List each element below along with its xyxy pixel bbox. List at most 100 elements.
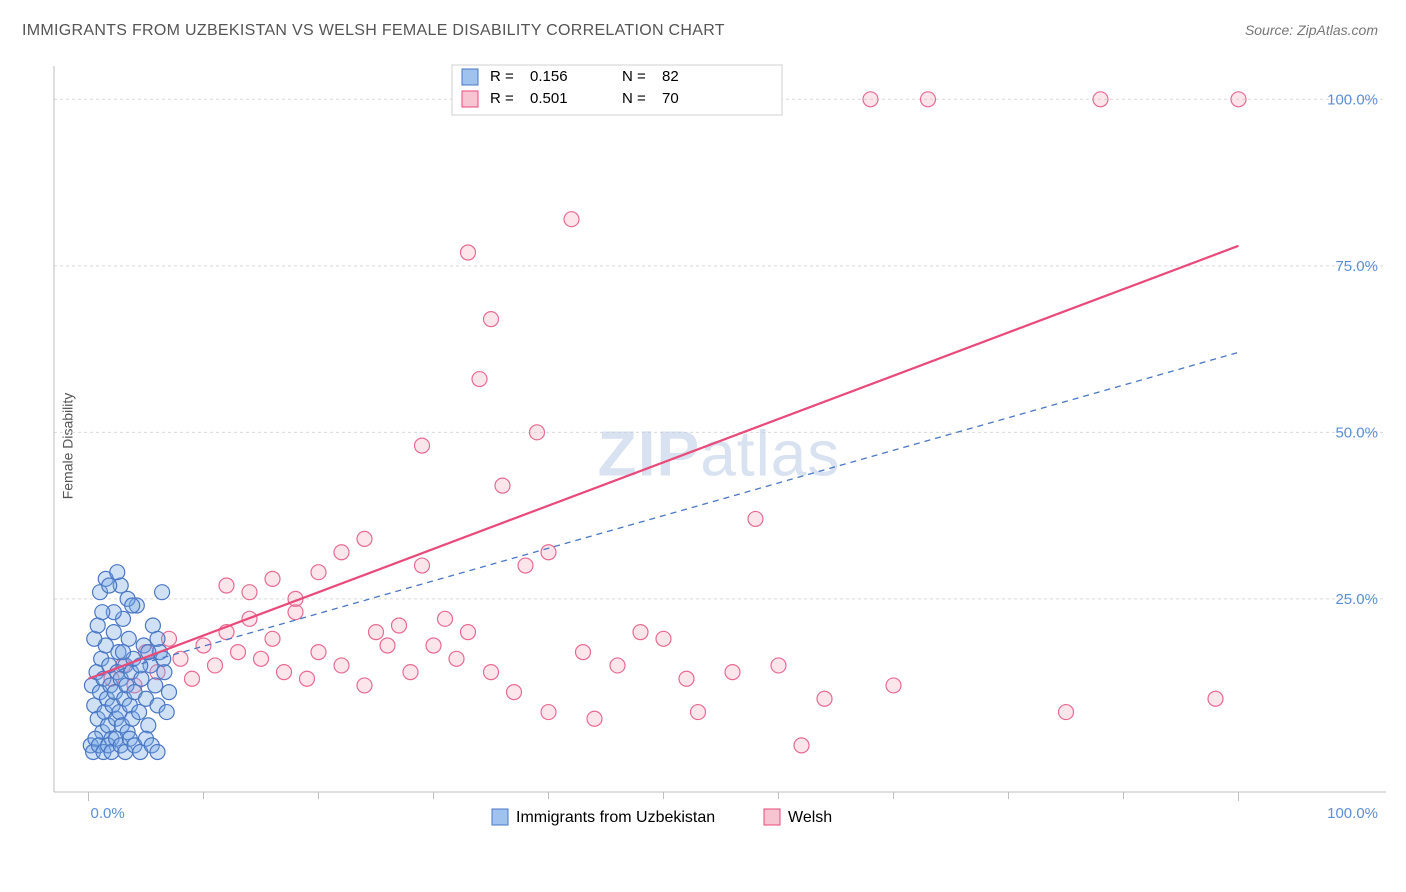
data-point-blue [134, 671, 149, 686]
legend-n-value: 70 [662, 90, 679, 107]
data-point-blue [132, 705, 147, 720]
legend-swatch [492, 809, 508, 825]
legend-swatch [462, 91, 478, 107]
data-point-pink [1059, 705, 1074, 720]
data-point-blue [148, 678, 163, 693]
watermark: ZIPatlas [598, 417, 841, 489]
chart-area: 25.0% 50.0% 75.0% 100.0% 0.0% 100.0% ZIPatlas R… [52, 64, 1386, 840]
data-point-pink [461, 625, 476, 640]
data-point-pink [495, 478, 510, 493]
data-point-pink [472, 372, 487, 387]
data-point-pink [369, 625, 384, 640]
data-point-pink [691, 705, 706, 720]
trend-line-blue [89, 352, 1239, 678]
x-tick-label: 100.0% [1327, 805, 1378, 822]
data-point-pink [541, 705, 556, 720]
data-point-pink [1231, 92, 1246, 107]
legend-swatch [462, 69, 478, 85]
y-tick-label: 100.0% [1327, 91, 1378, 108]
data-point-pink [334, 658, 349, 673]
data-point-pink [426, 638, 441, 653]
y-tick-label: 25.0% [1335, 591, 1378, 608]
data-point-pink [208, 658, 223, 673]
chart-title: IMMIGRANTS FROM UZBEKISTAN VS WELSH FEMA… [22, 22, 725, 40]
y-tick-label: 75.0% [1335, 258, 1378, 275]
data-point-blue [110, 565, 125, 580]
legend-n-value: 82 [662, 68, 679, 85]
data-point-pink [863, 92, 878, 107]
data-point-pink [656, 631, 671, 646]
y-tick-label: 50.0% [1335, 424, 1378, 441]
trend-line-pink [89, 246, 1239, 679]
data-point-pink [403, 665, 418, 680]
data-point-blue [106, 625, 121, 640]
data-point-pink [564, 212, 579, 227]
data-point-pink [311, 565, 326, 580]
scatter-plot: 25.0% 50.0% 75.0% 100.0% 0.0% 100.0% ZIPatlas R… [52, 64, 1386, 840]
data-point-pink [794, 738, 809, 753]
data-point-blue [159, 705, 174, 720]
data-point-pink [633, 625, 648, 640]
data-point-pink [725, 665, 740, 680]
data-point-blue [157, 665, 172, 680]
data-point-pink [1093, 92, 1108, 107]
data-point-blue [155, 585, 170, 600]
data-point-pink [357, 531, 372, 546]
legend-r-value: 0.156 [530, 68, 568, 85]
data-point-blue [125, 598, 140, 613]
data-point-pink [392, 618, 407, 633]
legend-n-label: N = [622, 90, 646, 107]
data-point-blue [162, 685, 177, 700]
x-tick-label: 0.0% [91, 805, 125, 822]
source-caption: Source: ZipAtlas.com [1245, 22, 1378, 38]
data-point-pink [530, 425, 545, 440]
data-point-pink [265, 631, 280, 646]
data-point-pink [415, 558, 430, 573]
legend-series-label: Immigrants from Uzbekistan [516, 809, 715, 826]
data-point-pink [185, 671, 200, 686]
legend-n-label: N = [622, 68, 646, 85]
data-point-pink [610, 658, 625, 673]
data-point-pink [484, 665, 499, 680]
data-point-pink [748, 511, 763, 526]
data-point-pink [265, 571, 280, 586]
data-point-pink [576, 645, 591, 660]
data-point-pink [507, 685, 522, 700]
data-point-blue [141, 718, 156, 733]
data-point-blue [87, 631, 102, 646]
data-point-pink [771, 658, 786, 673]
data-point-blue [116, 645, 131, 660]
data-point-blue [150, 631, 165, 646]
legend-series-label: Welsh [788, 809, 832, 826]
legend-r-label: R = [490, 90, 514, 107]
data-point-pink [679, 671, 694, 686]
data-point-pink [380, 638, 395, 653]
data-point-pink [231, 645, 246, 660]
data-point-blue [102, 578, 117, 593]
data-point-pink [196, 638, 211, 653]
legend-r-label: R = [490, 68, 514, 85]
data-point-pink [541, 545, 556, 560]
data-point-pink [817, 691, 832, 706]
data-point-pink [449, 651, 464, 666]
data-point-pink [334, 545, 349, 560]
data-point-blue [150, 745, 165, 760]
data-point-pink [277, 665, 292, 680]
data-point-pink [357, 678, 372, 693]
data-point-pink [242, 585, 257, 600]
data-point-blue [95, 605, 110, 620]
data-point-pink [921, 92, 936, 107]
data-point-pink [518, 558, 533, 573]
data-point-pink [484, 312, 499, 327]
data-point-pink [1208, 691, 1223, 706]
legend-swatch [764, 809, 780, 825]
data-point-pink [311, 645, 326, 660]
data-point-pink [254, 651, 269, 666]
data-point-pink [886, 678, 901, 693]
data-point-pink [300, 671, 315, 686]
data-point-pink [438, 611, 453, 626]
legend-r-value: 0.501 [530, 90, 568, 107]
data-point-pink [587, 711, 602, 726]
data-point-pink [461, 245, 476, 260]
data-point-pink [415, 438, 430, 453]
